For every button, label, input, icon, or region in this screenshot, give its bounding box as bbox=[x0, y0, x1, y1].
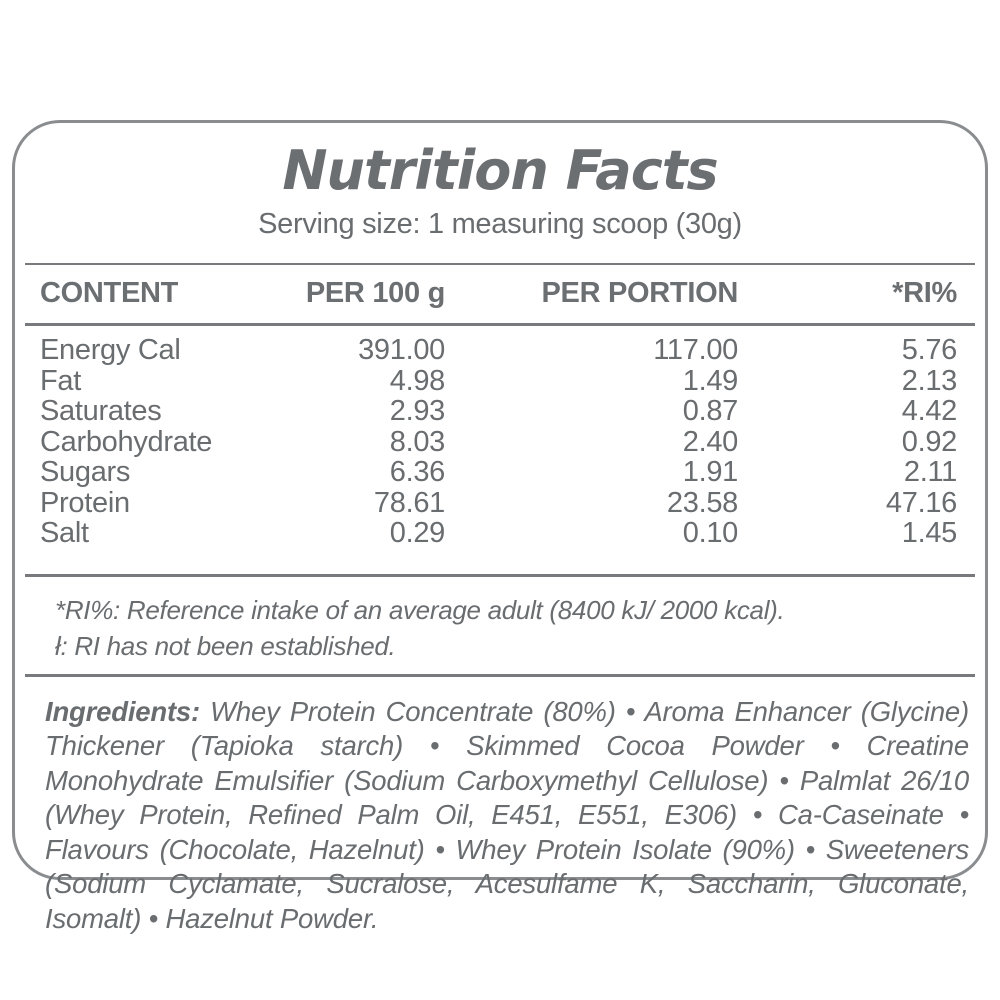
table-row: Energy Cal 391.00 117.00 5.76 bbox=[25, 325, 975, 366]
ingredients-label: Ingredients: bbox=[45, 695, 200, 727]
nutrition-table: CONTENT PER 100 g PER PORTION *RI% Energ… bbox=[25, 263, 975, 577]
table-row: Carbohydrate 8.03 2.40 0.92 bbox=[25, 425, 975, 458]
value-per-portion: 1.91 bbox=[682, 456, 739, 488]
nutrition-table-body: Energy Cal 391.00 117.00 5.76 Fat 4.98 1… bbox=[25, 325, 975, 575]
value-ri-percent: 0.92 bbox=[901, 425, 958, 458]
value-per-portion: 117.00 bbox=[653, 334, 738, 366]
nutrition-facts-title: Nutrition Facts bbox=[282, 139, 718, 202]
value-ri-percent: 2.13 bbox=[901, 364, 958, 397]
table-row: Salt 0.29 0.10 1.45 bbox=[25, 518, 975, 575]
table-row: Fat 4.98 1.49 2.13 bbox=[25, 364, 975, 397]
value-per-100g: 0.29 bbox=[389, 517, 446, 549]
footnotes-section: *RI%: Reference intake of an average adu… bbox=[55, 592, 960, 664]
nutrition-table-header: CONTENT PER 100 g PER PORTION *RI% bbox=[25, 264, 975, 325]
value-per-portion: 0.10 bbox=[682, 517, 739, 549]
column-header-ri-percent: *RI% bbox=[892, 277, 957, 309]
nutrient-name: Carbohydrate bbox=[40, 425, 213, 458]
nutrient-name: Protein bbox=[40, 486, 130, 519]
serving-size-text: Serving size: 1 measuring scoop (30g) bbox=[258, 208, 742, 240]
value-per-100g: 78.61 bbox=[373, 486, 445, 519]
nutrition-facts-card: Nutrition Facts Serving size: 1 measurin… bbox=[12, 120, 988, 934]
value-ri-percent: 5.76 bbox=[901, 334, 958, 366]
ingredients-text: Whey Protein Concentrate (80%) • Aroma E… bbox=[45, 695, 969, 934]
nutrient-name: Salt bbox=[40, 517, 89, 549]
value-per-100g: 8.03 bbox=[389, 425, 446, 458]
table-row: Sugars 6.36 1.91 2.11 bbox=[25, 457, 975, 488]
nutrient-name: Energy Cal bbox=[40, 334, 181, 366]
nutrient-name: Sugars bbox=[40, 456, 131, 488]
footnote-ri-reference: *RI%: Reference intake of an average adu… bbox=[55, 594, 785, 625]
table-row: Protein 78.61 23.58 47.16 bbox=[25, 486, 975, 519]
value-per-portion: 2.40 bbox=[682, 425, 739, 458]
value-ri-percent: 4.42 bbox=[901, 395, 958, 427]
column-header-content: CONTENT bbox=[40, 277, 179, 309]
value-per-portion: 1.49 bbox=[682, 364, 739, 397]
column-header-per-portion: PER PORTION bbox=[541, 277, 739, 309]
footnote-ri-not-established: ł: RI has not been established. bbox=[55, 630, 396, 661]
value-per-100g: 4.98 bbox=[389, 364, 446, 397]
value-per-portion: 0.87 bbox=[682, 395, 739, 427]
header-row: CONTENT PER 100 g PER PORTION *RI% bbox=[25, 264, 975, 325]
value-per-portion: 23.58 bbox=[666, 486, 738, 519]
value-per-100g: 391.00 bbox=[358, 334, 445, 366]
nutrient-name: Saturates bbox=[40, 395, 162, 427]
section-divider bbox=[25, 673, 975, 677]
value-ri-percent: 2.11 bbox=[903, 456, 957, 488]
value-per-100g: 2.93 bbox=[389, 395, 446, 427]
value-per-100g: 6.36 bbox=[389, 456, 446, 488]
table-row: Saturates 2.93 0.87 4.42 bbox=[25, 396, 975, 427]
column-header-per-100g: PER 100 g bbox=[305, 277, 445, 309]
ingredients-section: Ingredients: Whey Protein Concentrate (8… bbox=[45, 695, 969, 937]
value-ri-percent: 47.16 bbox=[885, 486, 957, 519]
nutrient-name: Fat bbox=[40, 364, 81, 397]
value-ri-percent: 1.45 bbox=[901, 517, 958, 549]
